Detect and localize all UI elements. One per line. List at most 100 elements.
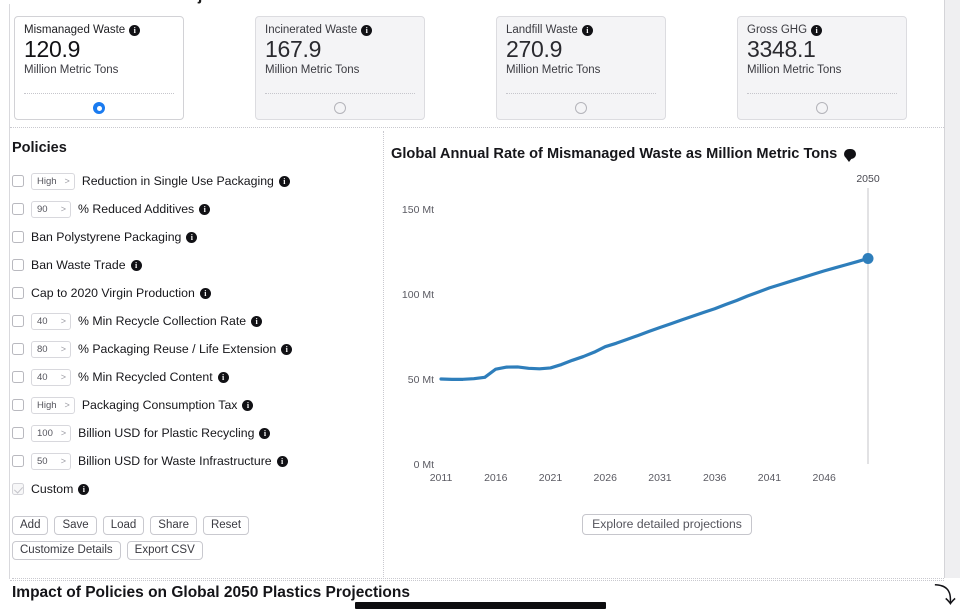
policy-value-stepper[interactable]: 100 > — [31, 424, 72, 442]
policy-label: Billion USD for Plastic Recycling i — [78, 426, 271, 440]
policy-row[interactable]: Cap to 2020 Virgin Production i — [12, 283, 377, 303]
kpi-card[interactable]: Gross GHG i 3348.1 Million Metric Tons — [737, 16, 907, 120]
policy-label-text: Ban Waste Trade — [31, 258, 126, 272]
info-icon[interactable]: i — [811, 24, 823, 36]
policy-row[interactable]: 80 > % Packaging Reuse / Life Extension i — [12, 339, 377, 359]
policy-value-stepper[interactable]: 90 > — [31, 200, 71, 218]
kpi-card-units: Million Metric Tons — [24, 64, 119, 77]
info-icon[interactable]: i — [186, 231, 198, 243]
policy-row[interactable]: 40 > % Min Recycled Content i — [12, 367, 377, 387]
policy-checkbox[interactable] — [12, 259, 24, 271]
frame-right-rule — [944, 0, 945, 578]
chevron-right-icon[interactable]: > — [60, 316, 66, 326]
policy-checkbox[interactable] — [12, 371, 24, 383]
policy-value-stepper[interactable]: High > — [31, 172, 75, 190]
info-icon[interactable]: i — [278, 175, 290, 187]
kpi-card-radio[interactable] — [93, 102, 105, 114]
kpi-card-value: 120.9 — [24, 36, 81, 62]
policy-checkbox[interactable] — [12, 483, 24, 495]
kpi-card[interactable]: Mismanaged Waste i 120.9 Million Metric Ton… — [14, 16, 184, 120]
policy-row[interactable]: Custom i — [12, 479, 377, 499]
info-icon[interactable]: i — [78, 483, 90, 495]
policy-row[interactable]: High > Reduction in Single Use Packaging i — [12, 171, 377, 191]
export-csv-button[interactable]: Export CSV — [126, 541, 203, 560]
chevron-right-icon[interactable]: > — [60, 372, 66, 382]
policy-value-stepper[interactable]: 40 > — [31, 368, 71, 386]
page-scrollbar-vertical[interactable] — [945, 0, 960, 578]
policy-label-text: Billion USD for Plastic Recycling — [78, 426, 255, 440]
save-button[interactable]: Save — [54, 516, 97, 535]
info-icon[interactable]: i — [276, 455, 288, 467]
kpi-card-units: Million Metric Tons — [265, 64, 360, 77]
kpi-card-radio[interactable] — [334, 102, 346, 114]
add-button[interactable]: Add — [12, 516, 49, 535]
cards-divider — [10, 127, 944, 128]
horizontal-scrollbar-thumb[interactable] — [355, 602, 606, 609]
policy-checkbox[interactable] — [12, 455, 24, 467]
customize-details-button[interactable]: Customize Details — [12, 541, 121, 560]
kpi-card-radio-row — [256, 102, 424, 114]
kpi-card[interactable]: Incinerated Waste i 167.9 Million Metric To… — [255, 16, 425, 120]
info-icon[interactable]: i — [129, 24, 141, 36]
policy-checkbox[interactable] — [12, 175, 24, 187]
policy-value-stepper[interactable]: 40 > — [31, 312, 71, 330]
policy-checkbox[interactable] — [12, 287, 24, 299]
chevron-right-icon[interactable]: > — [60, 428, 67, 438]
kpi-card-label-text: Mismanaged Waste — [24, 24, 126, 36]
policy-label-text: % Packaging Reuse / Life Extension — [78, 342, 277, 356]
info-icon[interactable]: i — [199, 203, 211, 215]
policy-value-stepper[interactable]: 80 > — [31, 340, 71, 358]
info-icon[interactable]: i — [242, 399, 254, 411]
policy-value-stepper[interactable]: High > — [31, 396, 75, 414]
policy-value-text: 40 — [37, 371, 48, 383]
policy-checkbox[interactable] — [12, 343, 24, 355]
policy-row[interactable]: 100 > Billion USD for Plastic Recycling i — [12, 423, 377, 443]
load-button[interactable]: Load — [102, 516, 145, 535]
info-icon[interactable]: i — [259, 427, 271, 439]
info-icon[interactable]: i — [217, 371, 229, 383]
policy-checkbox[interactable] — [12, 231, 24, 243]
series-end-point[interactable] — [862, 252, 874, 264]
policy-checkbox[interactable] — [12, 203, 24, 215]
info-icon[interactable]: i — [281, 343, 293, 355]
reset-button[interactable]: Reset — [202, 516, 250, 535]
kpi-card-label-text: Incinerated Waste — [265, 24, 358, 36]
policy-checkbox[interactable] — [12, 427, 24, 439]
policy-row[interactable]: High > Packaging Consumption Tax i — [12, 395, 377, 415]
policy-label-text: Packaging Consumption Tax — [81, 398, 238, 412]
policy-row[interactable]: 40 > % Min Recycle Collection Rate i — [12, 311, 377, 331]
policy-value-stepper[interactable]: 50 > — [31, 452, 71, 470]
explore-detailed-projections-button[interactable]: Explore detailed projections — [582, 514, 752, 535]
chevron-right-icon[interactable]: > — [60, 204, 66, 214]
policy-checkbox[interactable] — [12, 399, 24, 411]
kpi-card-radio[interactable] — [575, 102, 587, 114]
kpi-card-radio[interactable] — [816, 102, 828, 114]
chevron-right-icon[interactable]: > — [60, 344, 66, 354]
policy-row[interactable]: 90 > % Reduced Additives i — [12, 199, 377, 219]
kpi-card-radio-row — [15, 102, 183, 114]
chevron-right-icon[interactable]: > — [64, 176, 70, 186]
info-icon[interactable]: i — [361, 24, 373, 36]
policy-list: High > Reduction in Single Use Packaging i 9… — [12, 171, 377, 499]
info-icon[interactable]: i — [251, 315, 263, 327]
info-icon[interactable]: i — [581, 24, 593, 36]
info-icon[interactable]: i — [130, 259, 142, 271]
policy-label-text: Cap to 2020 Virgin Production — [31, 286, 195, 300]
policy-row[interactable]: Ban Waste Trade i — [12, 255, 377, 275]
kpi-card[interactable]: Landfill Waste i 270.9 Million Metric Tons — [496, 16, 666, 120]
comment-bubble-icon[interactable] — [844, 149, 857, 162]
share-button[interactable]: Share — [150, 516, 197, 535]
chevron-right-icon[interactable]: > — [64, 400, 70, 410]
policy-row[interactable]: Ban Polystyrene Packaging i — [12, 227, 377, 247]
kpi-card-divider — [265, 93, 415, 94]
series-line[interactable] — [439, 256, 870, 381]
policy-row[interactable]: 50 > Billion USD for Waste Infrastructure i — [12, 451, 377, 471]
y-axis-tick-label: 100 Mt — [402, 289, 434, 301]
kpi-card-row: Mismanaged Waste i 120.9 Million Metric Ton… — [14, 16, 930, 120]
policy-checkbox[interactable] — [12, 315, 24, 327]
chevron-right-icon[interactable]: > — [60, 456, 66, 466]
info-icon[interactable]: i — [199, 287, 211, 299]
kpi-card-label: Mismanaged Waste i — [24, 24, 174, 36]
kpi-card-radio-row — [497, 102, 665, 114]
